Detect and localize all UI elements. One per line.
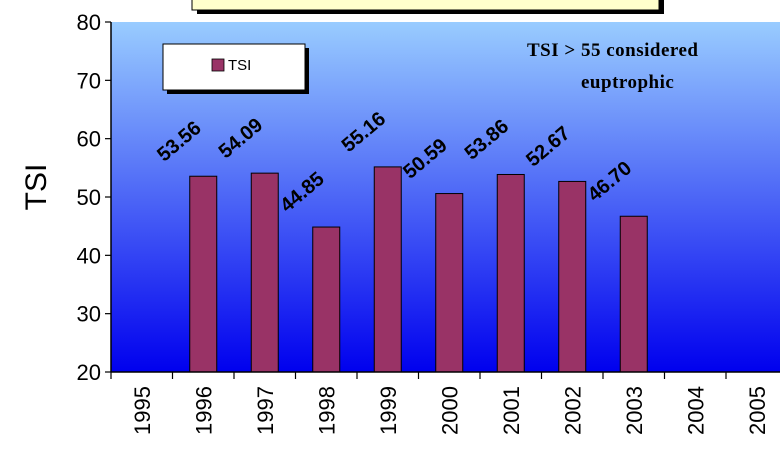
y-tick-label: 50 <box>77 185 101 210</box>
bar-series <box>189 166 648 373</box>
x-tick-label: 1999 <box>376 386 401 435</box>
bar-2003 <box>619 215 648 373</box>
x-tick-label: 2000 <box>437 386 462 435</box>
x-axis: 1995 1996 1997 1998 1999 2000 2001 2002 2003 2004… <box>110 372 770 435</box>
legend-label: TSI <box>228 57 251 74</box>
x-tick-label: 1996 <box>191 386 216 435</box>
y-tick-label: 30 <box>77 302 101 327</box>
bar-2002 <box>558 180 587 373</box>
x-tick-label: 2004 <box>683 386 708 435</box>
legend: TSI <box>162 43 309 94</box>
y-tick-label: 40 <box>77 243 101 268</box>
bar-2001 <box>496 173 525 373</box>
x-tick-label: 1995 <box>130 386 155 435</box>
annotation-line-2: euptrophic <box>581 72 674 93</box>
legend-swatch <box>211 58 225 72</box>
x-tick-label: 2005 <box>745 386 770 435</box>
x-tick-label: 1998 <box>314 386 339 435</box>
y-tick-label: 20 <box>77 360 101 385</box>
annotation-line-1: TSI > 55 considered <box>527 40 698 61</box>
bar-1996 <box>189 175 218 373</box>
y-tick-label: 80 <box>77 10 101 35</box>
x-tick-label: 2001 <box>499 386 524 435</box>
y-axis-title: TSI <box>20 164 53 211</box>
x-tick-label: 2003 <box>622 386 647 435</box>
bar-1999 <box>373 166 402 373</box>
legend-box <box>162 43 306 91</box>
y-tick-label: 60 <box>77 127 101 152</box>
x-tick-label: 1997 <box>253 386 278 435</box>
x-tick-label: 2002 <box>560 386 585 435</box>
bar-2000 <box>435 193 464 373</box>
title-box <box>191 0 660 11</box>
y-tick-label: 70 <box>77 68 101 93</box>
bar-1997 <box>250 172 279 373</box>
bar-1998 <box>312 226 341 373</box>
y-axis: 20 30 40 50 60 70 80 <box>77 10 111 385</box>
